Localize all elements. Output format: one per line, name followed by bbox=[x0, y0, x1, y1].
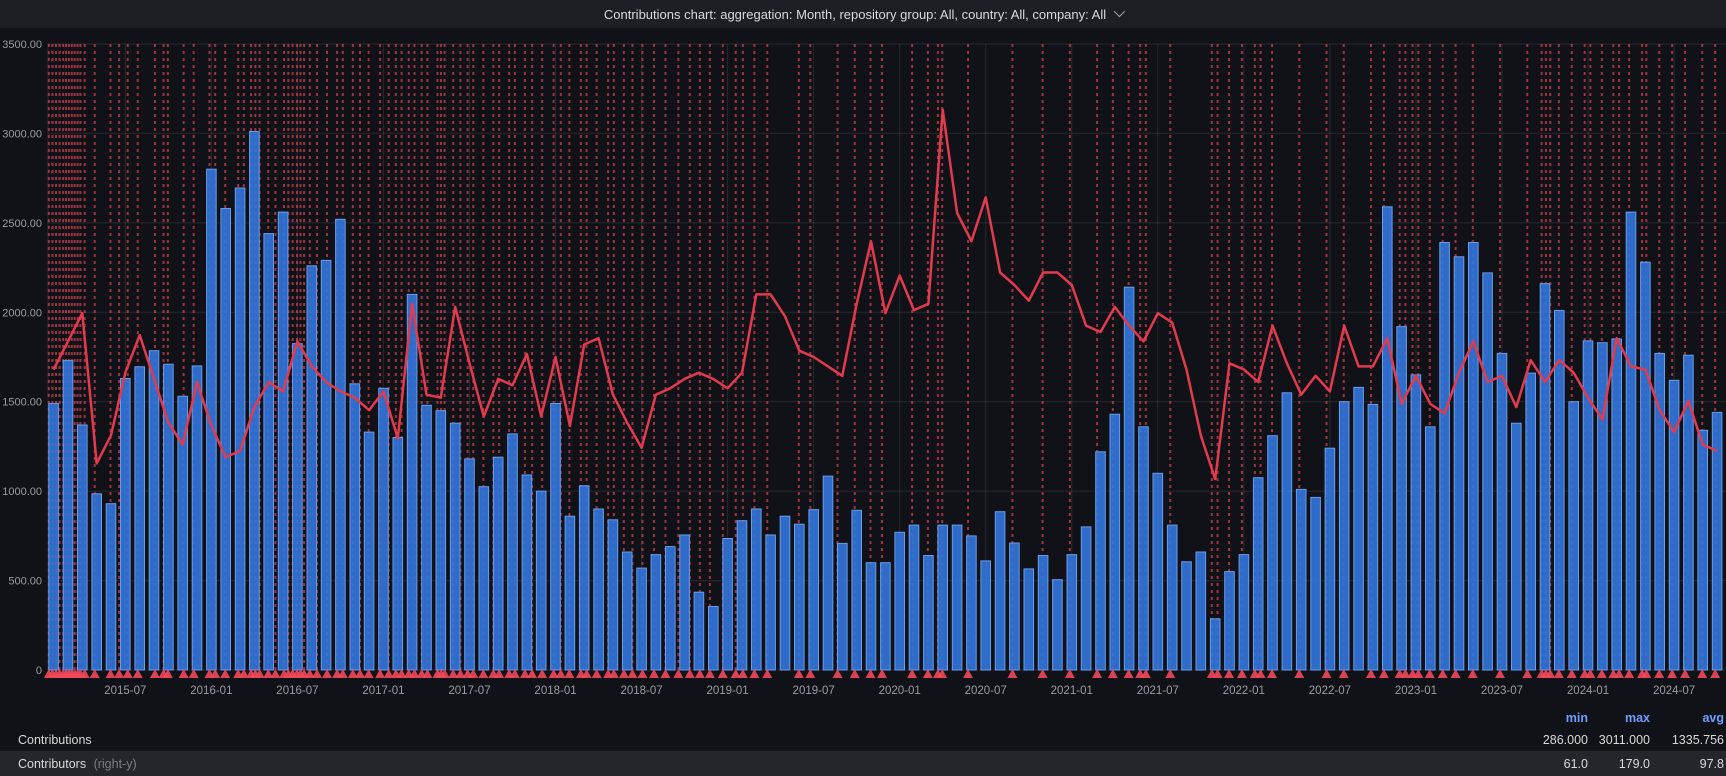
svg-text:1000.00: 1000.00 bbox=[2, 486, 42, 498]
legend-header-max: max bbox=[1624, 711, 1650, 725]
legend-header-min: min bbox=[1565, 711, 1588, 725]
svg-text:2015-07: 2015-07 bbox=[104, 685, 146, 697]
chevron-down-icon[interactable] bbox=[1113, 5, 1126, 17]
series-name-contributors[interactable]: Contributors (right-y) bbox=[18, 757, 137, 771]
svg-text:2018-01: 2018-01 bbox=[534, 685, 576, 697]
svg-text:2019-01: 2019-01 bbox=[707, 685, 749, 697]
svg-text:2016-07: 2016-07 bbox=[276, 685, 318, 697]
svg-text:0: 0 bbox=[36, 665, 42, 677]
svg-text:2022-01: 2022-01 bbox=[1223, 685, 1265, 697]
svg-text:2023-01: 2023-01 bbox=[1395, 685, 1437, 697]
series-name-text: Contributions bbox=[18, 732, 92, 747]
chart-svg[interactable]: 3500.00 3000.00 2500.00 2000.00 1500.00 1000.… bbox=[0, 0, 1726, 710]
legend-header-row: min max avg bbox=[0, 708, 1726, 728]
contributions-avg-value: 1335.756 bbox=[1671, 732, 1724, 747]
svg-text:2019-07: 2019-07 bbox=[793, 685, 835, 697]
panel-header[interactable]: Contributions chart: aggregation: Month,… bbox=[0, 0, 1726, 28]
contributions-max-value: 3011.000 bbox=[1598, 732, 1650, 747]
svg-text:2023-07: 2023-07 bbox=[1481, 685, 1523, 697]
svg-text:2500.00: 2500.00 bbox=[2, 218, 42, 230]
panel-title: Contributions chart: aggregation: Month,… bbox=[603, 6, 1107, 22]
legend-row-contributions[interactable]: Contributions 286.000 3011.000 1335.756 bbox=[0, 728, 1726, 751]
legend-row-contributors[interactable]: Contributors (right-y) 61.0 179.0 97.8 bbox=[0, 751, 1726, 776]
svg-text:2024-07: 2024-07 bbox=[1653, 685, 1695, 697]
svg-text:2021-07: 2021-07 bbox=[1137, 685, 1179, 697]
legend-header-avg: avg bbox=[1702, 711, 1724, 725]
contributors-avg-value: 97.8 bbox=[1699, 756, 1724, 771]
svg-text:2016-01: 2016-01 bbox=[190, 685, 232, 697]
svg-text:2000.00: 2000.00 bbox=[2, 307, 42, 319]
svg-text:2018-07: 2018-07 bbox=[620, 685, 662, 697]
right-y-suffix: (right-y) bbox=[93, 756, 137, 771]
chart-area[interactable]: 3500.00 3000.00 2500.00 2000.00 1500.00 1000.… bbox=[0, 0, 1726, 710]
svg-text:2017-01: 2017-01 bbox=[362, 685, 404, 697]
contributions-min-value: 286.000 bbox=[1542, 732, 1588, 747]
svg-text:1500.00: 1500.00 bbox=[2, 397, 42, 409]
svg-text:2022-07: 2022-07 bbox=[1309, 685, 1351, 697]
svg-text:500.00: 500.00 bbox=[8, 576, 42, 588]
svg-text:2024-01: 2024-01 bbox=[1567, 685, 1609, 697]
svg-text:2021-01: 2021-01 bbox=[1051, 685, 1093, 697]
svg-text:2020-01: 2020-01 bbox=[879, 685, 921, 697]
svg-text:3000.00: 3000.00 bbox=[2, 128, 42, 140]
legend: min max avg Contributions 286.000 3011.0… bbox=[0, 708, 1726, 776]
svg-text:3500.00: 3500.00 bbox=[2, 39, 42, 51]
svg-text:2020-07: 2020-07 bbox=[965, 685, 1007, 697]
series-name-contributions[interactable]: Contributions bbox=[18, 733, 92, 747]
svg-text:2017-07: 2017-07 bbox=[448, 685, 490, 697]
contributors-min-value: 61.0 bbox=[1563, 756, 1588, 771]
series-name-text: Contributors bbox=[18, 756, 87, 771]
contributors-max-value: 179.0 bbox=[1618, 756, 1650, 771]
